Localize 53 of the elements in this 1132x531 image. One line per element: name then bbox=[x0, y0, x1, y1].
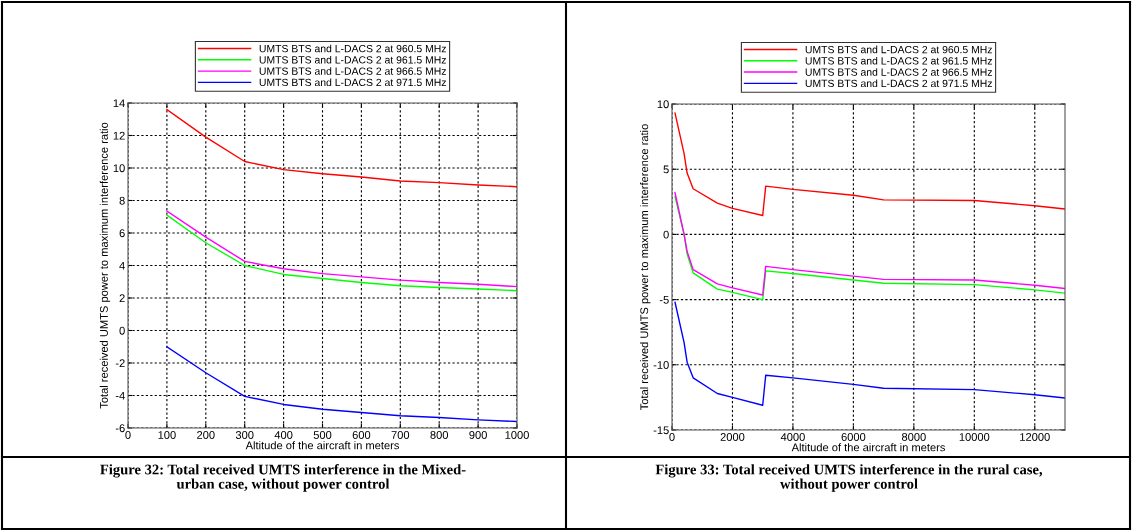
x-tick-label: 12000 bbox=[1020, 433, 1050, 441]
x-tick-label: 500 bbox=[313, 431, 332, 439]
x-axis-title: Altitude of the aircraft in meters bbox=[791, 443, 945, 452]
x-tick-label: 2000 bbox=[720, 433, 745, 441]
y-axis-title: Total received UMTS power to maximum interference ratio bbox=[99, 122, 111, 409]
y-tick-label: 8 bbox=[119, 196, 125, 205]
x-tick-label: 900 bbox=[469, 431, 487, 439]
x-tick-label: 0 bbox=[669, 433, 675, 441]
y-tick-label: 10 bbox=[113, 164, 125, 173]
y-tick-label: 12 bbox=[113, 131, 125, 140]
y-tick-label: -4 bbox=[115, 391, 125, 400]
x-tick-label: 300 bbox=[235, 431, 254, 439]
x-axis-title: Altitude of the aircraft in meters bbox=[245, 441, 399, 450]
y-tick-label: -10 bbox=[653, 361, 669, 369]
y-tick-label: 0 bbox=[663, 230, 669, 239]
y-tick-label: 6 bbox=[119, 229, 125, 238]
caption: Figure 33: Total received UMTS interference in the rural case, without power control bbox=[655, 464, 1043, 492]
line-series bbox=[674, 301, 1065, 406]
x-tick-label: 4000 bbox=[780, 433, 805, 441]
legend-label: UMTS BTS and L-DACS 2 at 961.5 MHz bbox=[259, 55, 446, 64]
line-series bbox=[674, 112, 1065, 217]
y-tick-label: 10 bbox=[657, 100, 669, 109]
y-tick-label: 5 bbox=[663, 165, 669, 174]
legend-label: UMTS BTS and L-DACS 2 at 960.5 MHz bbox=[805, 45, 992, 54]
x-tick-label: 400 bbox=[274, 431, 293, 439]
legend-label: UMTS BTS and L-DACS 2 at 966.5 MHz bbox=[805, 68, 992, 76]
x-tick-label: 700 bbox=[391, 431, 410, 439]
legend-label: UMTS BTS and L-DACS 2 at 971.5 MHz bbox=[805, 79, 992, 88]
line-series bbox=[166, 108, 517, 188]
y-tick-label: 4 bbox=[119, 261, 125, 270]
legend-label: UMTS BTS and L-DACS 2 at 960.5 MHz bbox=[259, 44, 446, 53]
x-tick-label: 0 bbox=[125, 431, 131, 439]
y-tick-label: 2 bbox=[119, 294, 125, 303]
x-tick-label: 800 bbox=[430, 431, 449, 439]
y-tick-label: -5 bbox=[659, 295, 669, 304]
caption: Figure 32: Total received UMTS interference in the Mixed- urban case, without power control bbox=[100, 464, 466, 492]
x-tick-label: 200 bbox=[197, 431, 215, 439]
y-tick-label: 14 bbox=[113, 99, 125, 108]
x-tick-label: 10000 bbox=[959, 433, 990, 441]
legend-label: UMTS BTS and L-DACS 2 at 971.5 MHz bbox=[259, 78, 446, 87]
y-axis-title: Total received UMTS power to maximum interference ratio bbox=[640, 124, 651, 410]
y-tick-label: 0 bbox=[119, 326, 125, 335]
x-tick-label: 8000 bbox=[901, 433, 926, 441]
y-tick-label: -15 bbox=[653, 426, 669, 435]
line-series bbox=[166, 346, 517, 423]
y-tick-label: -2 bbox=[115, 359, 125, 368]
legend-label: UMTS BTS and L-DACS 2 at 961.5 MHz bbox=[805, 56, 992, 65]
x-tick-label: 6000 bbox=[841, 433, 866, 441]
legend-label: UMTS BTS and L-DACS 2 at 966.5 MHz bbox=[259, 67, 446, 75]
y-tick-label: -6 bbox=[115, 424, 125, 433]
x-tick-label: 600 bbox=[352, 431, 371, 439]
x-tick-label: 1000 bbox=[505, 431, 529, 439]
x-tick-label: 100 bbox=[158, 431, 176, 439]
